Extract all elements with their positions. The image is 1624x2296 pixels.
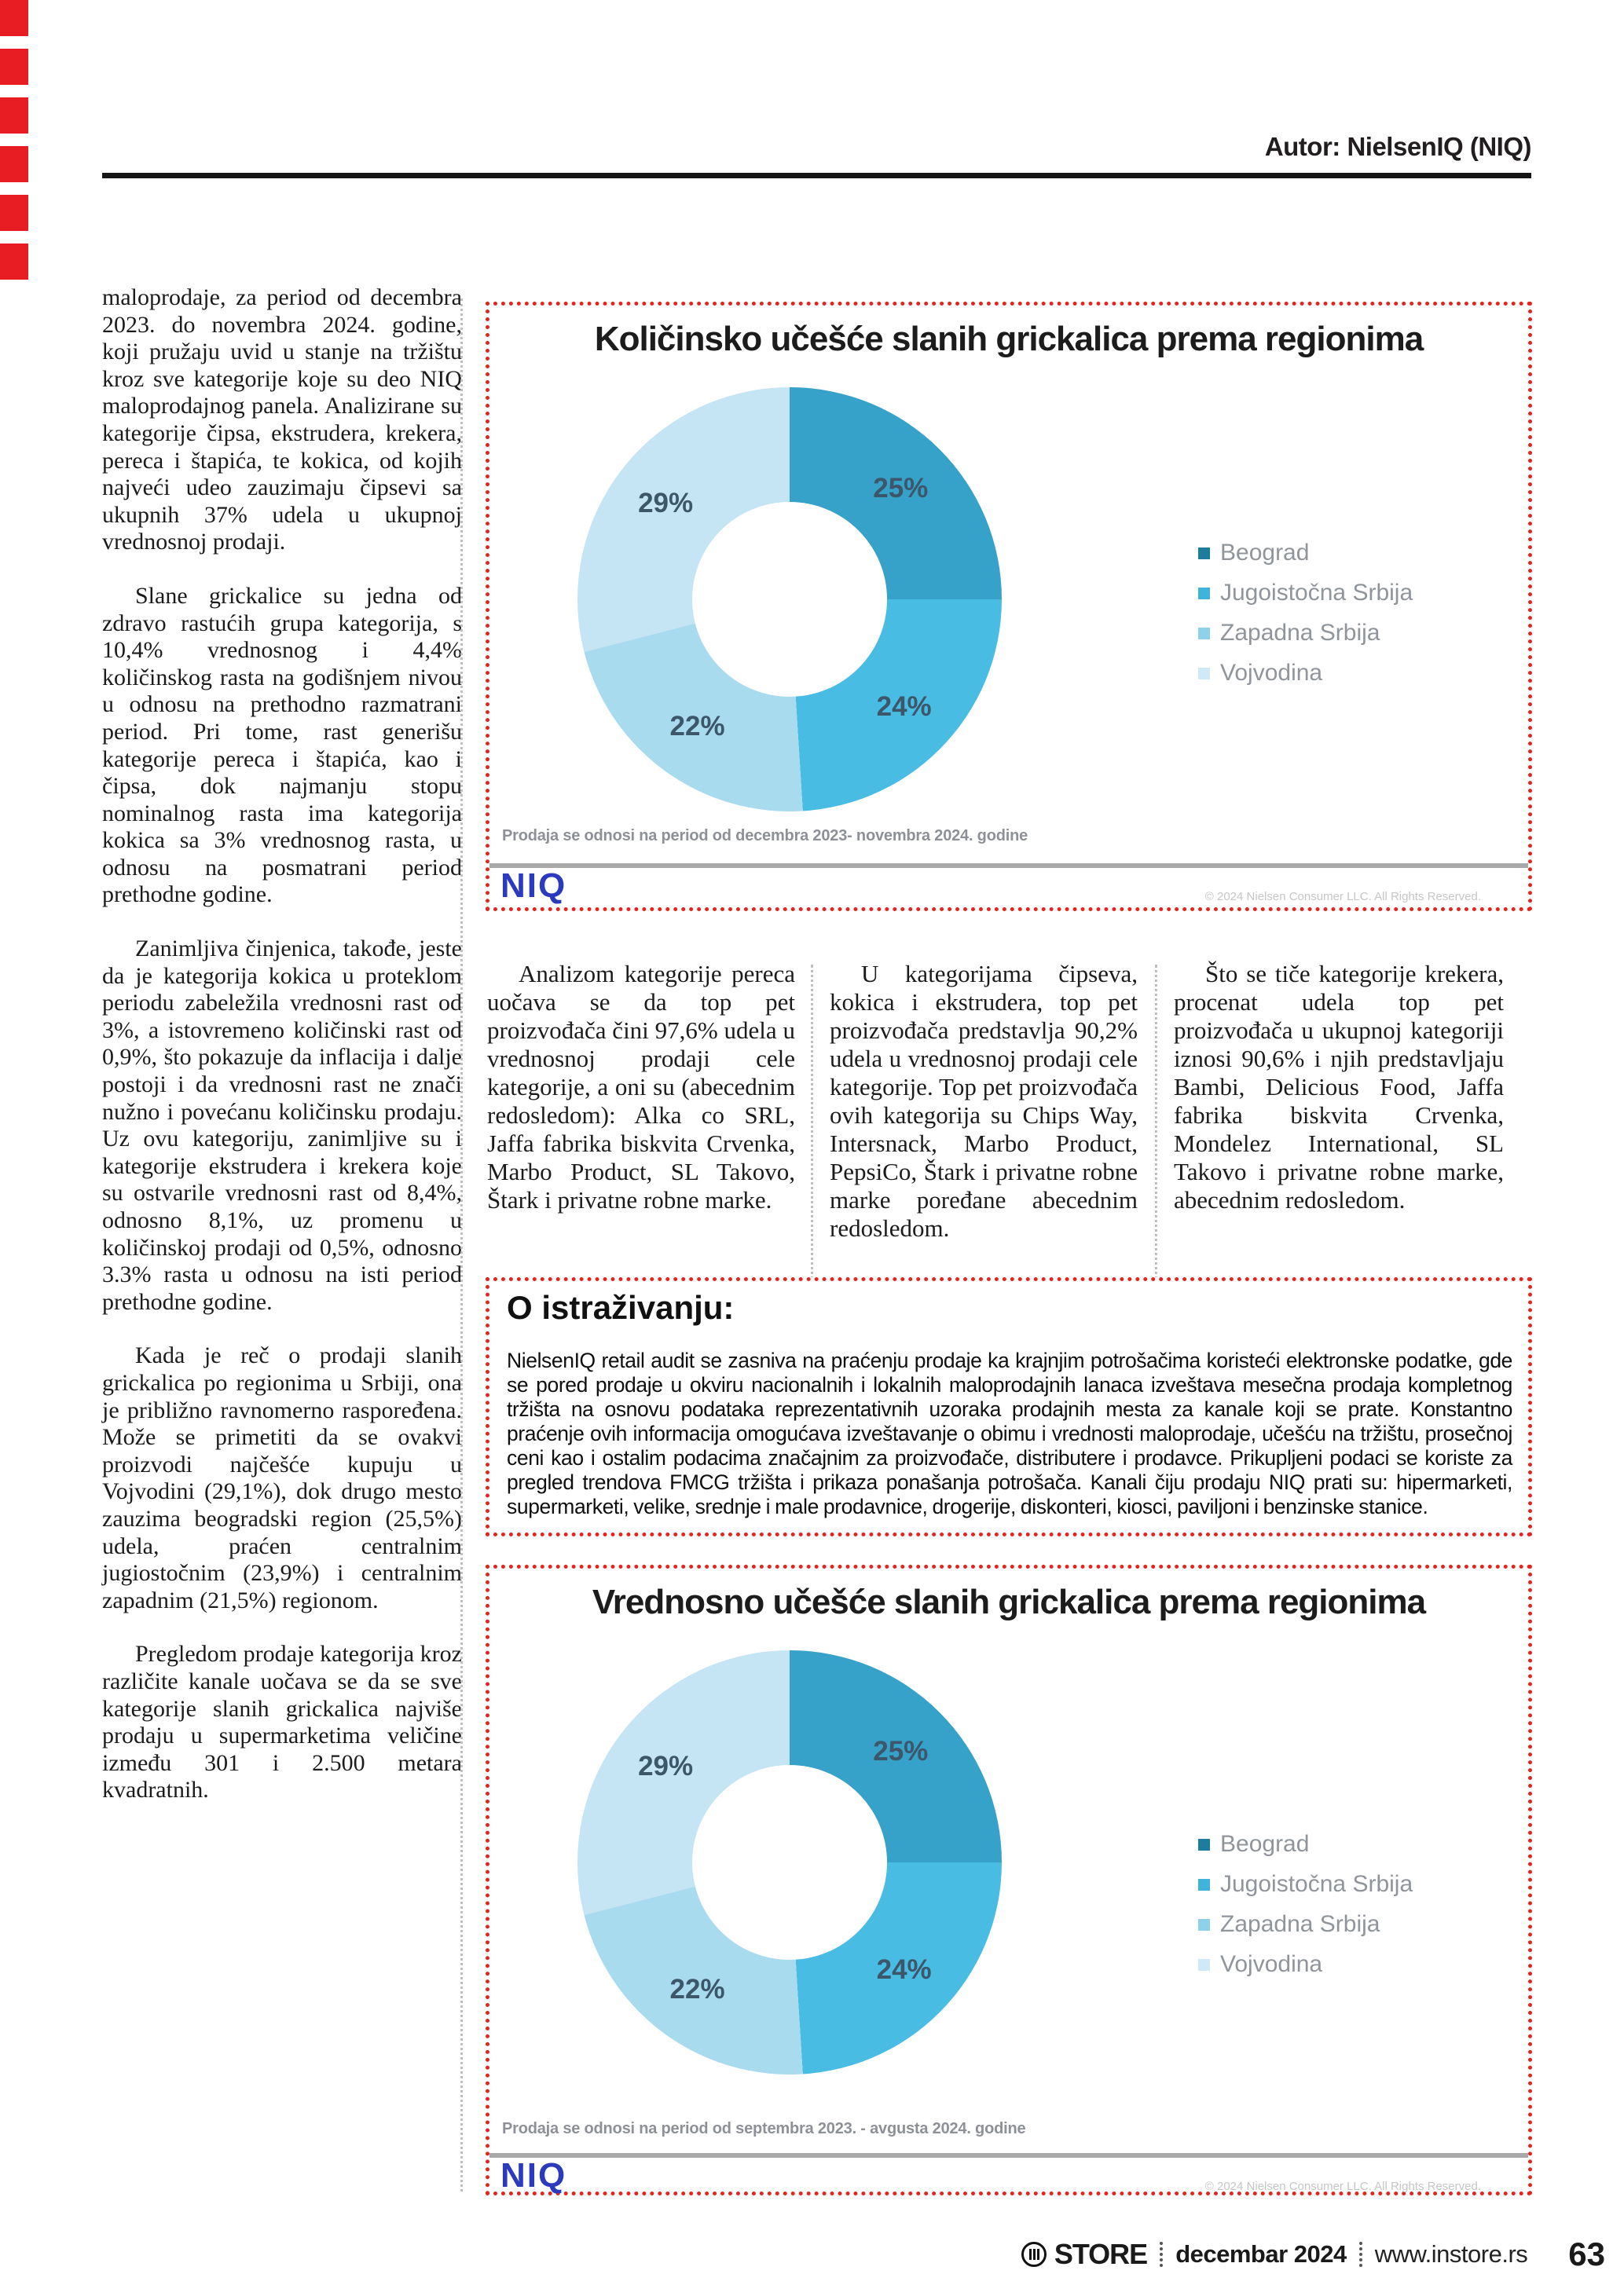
article-paragraph: maloprodaje, za period od decembra 2023.… bbox=[102, 284, 462, 555]
instore-logo-icon bbox=[1021, 2242, 1047, 2267]
slice-label: 24% bbox=[876, 690, 932, 722]
legend-label: Zapadna Srbija bbox=[1220, 1911, 1380, 1937]
legend-item: Jugoistočna Srbija bbox=[1198, 1871, 1413, 1898]
legend-marker bbox=[1198, 667, 1210, 679]
footer-brand: STORE bbox=[1054, 2238, 1148, 2270]
niq-logo: NIQ bbox=[500, 866, 567, 905]
footer-date: decembar 2024 bbox=[1175, 2240, 1347, 2268]
footer-separator bbox=[1160, 2242, 1164, 2267]
chart-divider-rule bbox=[489, 2153, 1528, 2158]
chart-panel-value: Vrednosno učešće slanih grickalica prema… bbox=[486, 1565, 1532, 2195]
legend-item: Zapadna Srbija bbox=[1198, 1911, 1413, 1938]
about-research-box: O istraživanju: NielsenIQ retail audit s… bbox=[486, 1277, 1532, 1536]
donut-chart: 25% 24% 22% 29% bbox=[577, 1650, 1002, 2074]
legend-label: Vojvodina bbox=[1220, 660, 1323, 686]
page-footer: STORE decembar 2024 www.instore.rs 63 bbox=[1021, 2236, 1605, 2273]
page-header-author: Autor: NielsenIQ (NIQ) bbox=[1264, 132, 1532, 161]
article-left-column: maloprodaje, za period od decembra 2023.… bbox=[102, 284, 462, 1804]
middle-column-krekera: Što se tiče kategorije krekera, procenat… bbox=[1174, 960, 1504, 1214]
legend-item: Beograd bbox=[1198, 1831, 1413, 1858]
legend-marker bbox=[1198, 627, 1210, 639]
page-edge-decoration bbox=[0, 0, 28, 289]
chart-divider-rule bbox=[489, 863, 1528, 868]
donut-hole bbox=[691, 1764, 888, 1961]
legend-label: Jugoistočna Srbija bbox=[1220, 1871, 1413, 1897]
legend-marker bbox=[1198, 587, 1210, 599]
legend-marker bbox=[1198, 1918, 1210, 1931]
legend-item: Zapadna Srbija bbox=[1198, 620, 1413, 646]
chart-copyright: © 2024 Nielsen Consumer LLC. All Rights … bbox=[1204, 2180, 1481, 2193]
slice-label: 29% bbox=[638, 487, 694, 518]
footer-page-number: 63 bbox=[1568, 2236, 1605, 2272]
legend-marker bbox=[1198, 1878, 1210, 1891]
middle-column-pereca: Analizom kategorije pereca uočava se da … bbox=[487, 960, 795, 1214]
header-rule bbox=[102, 173, 1531, 178]
legend-marker bbox=[1198, 547, 1210, 559]
footer-site-url: www.instore.rs bbox=[1374, 2240, 1528, 2268]
chart-legend: Beograd Jugoistočna Srbija Zapadna Srbija V… bbox=[1198, 1831, 1413, 1991]
legend-marker bbox=[1198, 1958, 1210, 1971]
legend-label: Beograd bbox=[1220, 1831, 1310, 1857]
legend-item: Jugoistočna Srbija bbox=[1198, 580, 1413, 606]
middle-column-cipseva: U kategorijama čipseva, kokica i ekstrud… bbox=[830, 960, 1138, 1243]
chart-title: Količinsko učešće slanih grickalica prem… bbox=[594, 320, 1424, 358]
niq-logo: NIQ bbox=[500, 2156, 567, 2195]
slice-label: 24% bbox=[876, 1954, 932, 1985]
article-paragraph: Kada je reč o prodaji slanih grickalica … bbox=[102, 1342, 462, 1613]
slice-label: 25% bbox=[873, 1735, 929, 1767]
column-paragraph: Analizom kategorije pereca uočava se da … bbox=[487, 960, 795, 1214]
slice-label: 25% bbox=[873, 472, 929, 504]
legend-label: Vojvodina bbox=[1220, 1951, 1323, 1977]
donut-hole bbox=[691, 501, 888, 698]
legend-marker bbox=[1198, 1838, 1210, 1851]
legend-label: Jugoistočna Srbija bbox=[1220, 580, 1413, 606]
legend-item: Beograd bbox=[1198, 540, 1413, 566]
column-paragraph: Što se tiče kategorije krekera, procenat… bbox=[1174, 960, 1504, 1214]
article-paragraph: Pregledom prodaje kategorija kroz različ… bbox=[102, 1641, 462, 1803]
column-divider bbox=[460, 298, 463, 2192]
donut-chart: 25% 24% 22% 29% bbox=[577, 387, 1002, 811]
footer-separator bbox=[1358, 2242, 1362, 2267]
article-paragraph: Zanimljiva činjenica, takođe, jeste da j… bbox=[102, 936, 462, 1315]
legend-label: Beograd bbox=[1220, 540, 1310, 566]
chart-panel-quantity: Količinsko učešće slanih grickalica prem… bbox=[486, 302, 1532, 911]
about-body: NielsenIQ retail audit se zasniva na pra… bbox=[507, 1349, 1512, 1518]
chart-footnote: Prodaja se odnosi na period od decembra … bbox=[502, 827, 1028, 844]
chart-title: Vrednosno učešće slanih grickalica prema… bbox=[592, 1583, 1426, 1621]
column-divider bbox=[1155, 965, 1157, 1294]
chart-footnote: Prodaja se odnosi na period od septembra… bbox=[502, 2120, 1026, 2137]
article-paragraph: Slane grickalice su jedna od zdravo rast… bbox=[102, 582, 462, 908]
slice-label: 22% bbox=[669, 1973, 725, 2005]
column-paragraph: U kategorijama čipseva, kokica i ekstrud… bbox=[830, 960, 1138, 1242]
about-heading: O istraživanju: bbox=[507, 1289, 735, 1326]
column-divider bbox=[811, 965, 813, 1294]
legend-item: Vojvodina bbox=[1198, 1951, 1413, 1978]
slice-label: 22% bbox=[669, 710, 725, 742]
chart-legend: Beograd Jugoistočna Srbija Zapadna Srbija V… bbox=[1198, 540, 1413, 700]
legend-label: Zapadna Srbija bbox=[1220, 620, 1380, 646]
legend-item: Vojvodina bbox=[1198, 660, 1413, 687]
chart-copyright: © 2024 Nielsen Consumer LLC. All Rights … bbox=[1204, 890, 1481, 903]
slice-label: 29% bbox=[638, 1750, 694, 1782]
